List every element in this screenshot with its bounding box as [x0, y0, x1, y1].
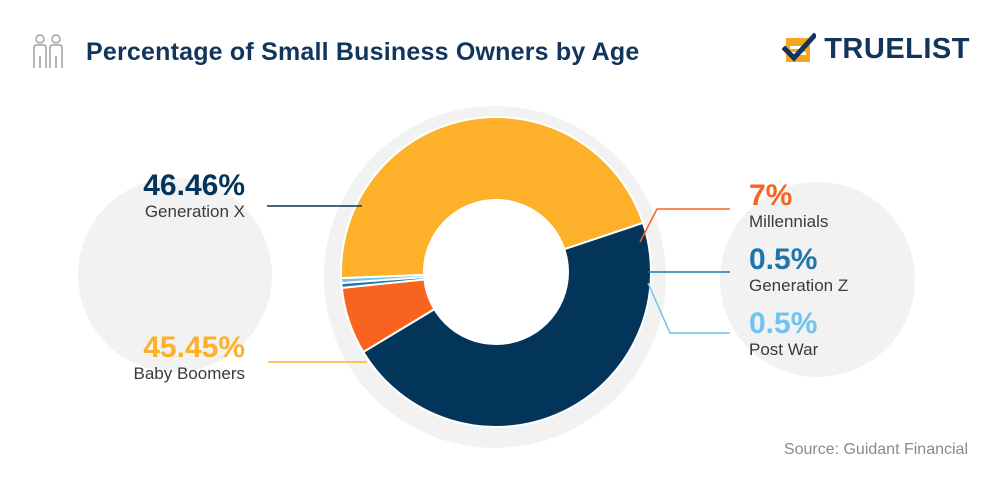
checkmark-list-icon	[782, 32, 817, 62]
leader-post-war	[647, 282, 730, 334]
chart-header: Percentage of Small Business Owners by A…	[28, 30, 640, 74]
brand-logo: TRUELIST	[782, 32, 970, 66]
brand-name: TRUELIST	[824, 32, 970, 65]
source-note: Source: Guidant Financial	[783, 441, 968, 458]
leader-lines	[267, 205, 730, 363]
pct-post-war: 0.5%	[749, 307, 818, 340]
name-generation-z: Generation Z	[749, 276, 849, 295]
pct-generation-z: 0.5%	[749, 243, 818, 276]
leader-millennials	[639, 208, 730, 243]
pct-baby-boomers: 45.45%	[143, 331, 245, 364]
label-millennials: 7% Millennials	[749, 180, 828, 232]
left-backdrop-circle	[78, 178, 272, 372]
people-icon	[33, 34, 63, 68]
label-generation-z: 0.5% Generation Z	[749, 244, 848, 296]
pct-generation-x: 46.46%	[143, 169, 245, 202]
right-backdrop-circle	[720, 182, 915, 377]
name-baby-boomers: Baby Boomers	[133, 364, 246, 383]
chart-title: Percentage of Small Business Owners by A…	[86, 37, 640, 66]
pct-millennials: 7%	[749, 179, 793, 212]
label-baby-boomers: 45.45% Baby Boomers	[134, 332, 246, 384]
label-generation-x: 46.46% Generation X	[143, 170, 245, 222]
donut-hole	[423, 199, 569, 345]
name-millennials: Millennials	[749, 212, 829, 231]
slice-baby-boomers	[340, 116, 645, 280]
name-generation-x: Generation X	[144, 202, 245, 221]
name-post-war: Post War	[749, 340, 819, 359]
label-post-war: 0.5% Post War	[749, 308, 818, 360]
